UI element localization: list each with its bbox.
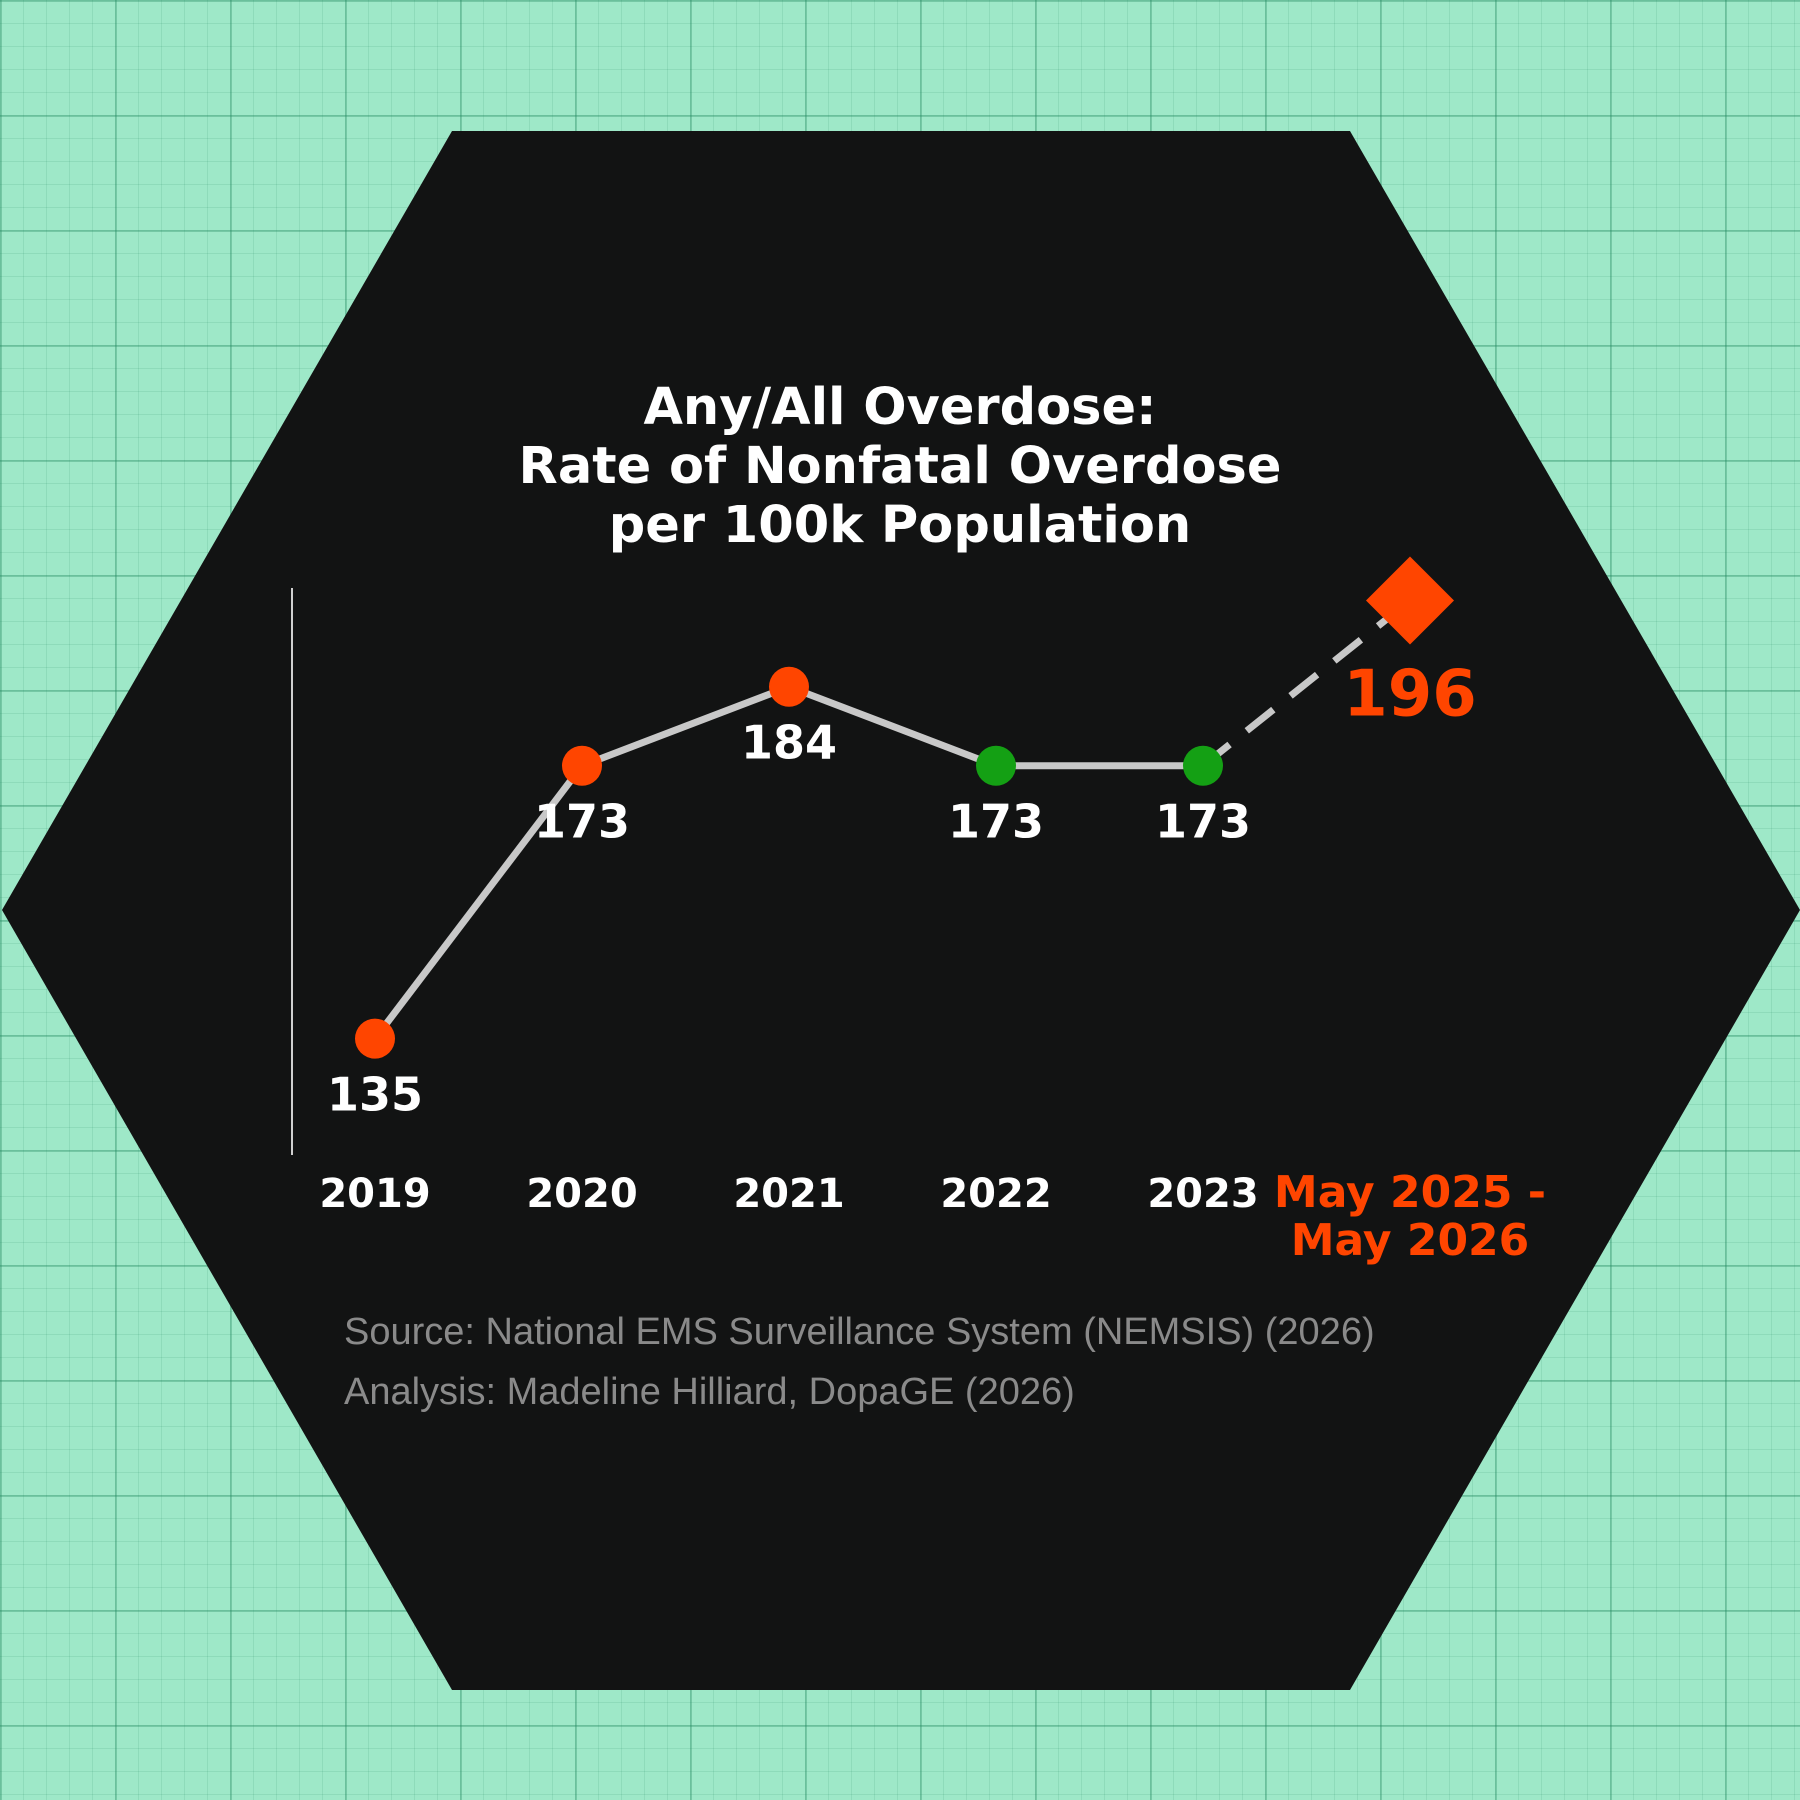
x-tick-label: 2023 [1147,1171,1258,1217]
data-point [562,745,602,786]
projection-segment [1200,597,1413,769]
x-tick-label: 2019 [319,1171,430,1217]
data-point [355,1018,395,1059]
data-point [769,666,809,707]
series-segment [372,763,585,1041]
chart-title-line-3: per 100k Population [608,496,1192,555]
x-tick-label: May 2026 [1291,1215,1530,1266]
data-point [1183,745,1223,786]
data-label: 184 [741,716,837,770]
data-label: 173 [1155,795,1251,849]
analysis-line: Analysis: Madeline Hilliard, DopaGE (202… [344,1371,1075,1413]
chart-title-line-1: Any/All Overdose: [643,378,1157,437]
data-label: 173 [948,795,1044,849]
x-tick-label: 2021 [733,1171,844,1217]
series-segment [580,683,791,769]
data-label: 173 [534,795,630,849]
data-point [976,745,1016,786]
chart-title-line-2: Rate of Nonfatal Overdose [518,437,1282,496]
x-tick-label: May 2025 - [1274,1167,1546,1218]
source-note: Source: National EMS Surveillance System… [344,1302,1544,1422]
projection-value-label: 196 [1343,658,1477,732]
data-label: 135 [327,1068,423,1122]
x-tick-label: 2020 [526,1171,637,1217]
chart-title: Any/All Overdose: Rate of Nonfatal Overd… [400,378,1400,555]
hexagon-shape [2,131,1800,1690]
source-line: Source: National EMS Surveillance System… [344,1311,1375,1353]
x-tick-label: 2022 [940,1171,1051,1217]
projection-marker [1366,556,1454,645]
series-segment [787,683,998,769]
